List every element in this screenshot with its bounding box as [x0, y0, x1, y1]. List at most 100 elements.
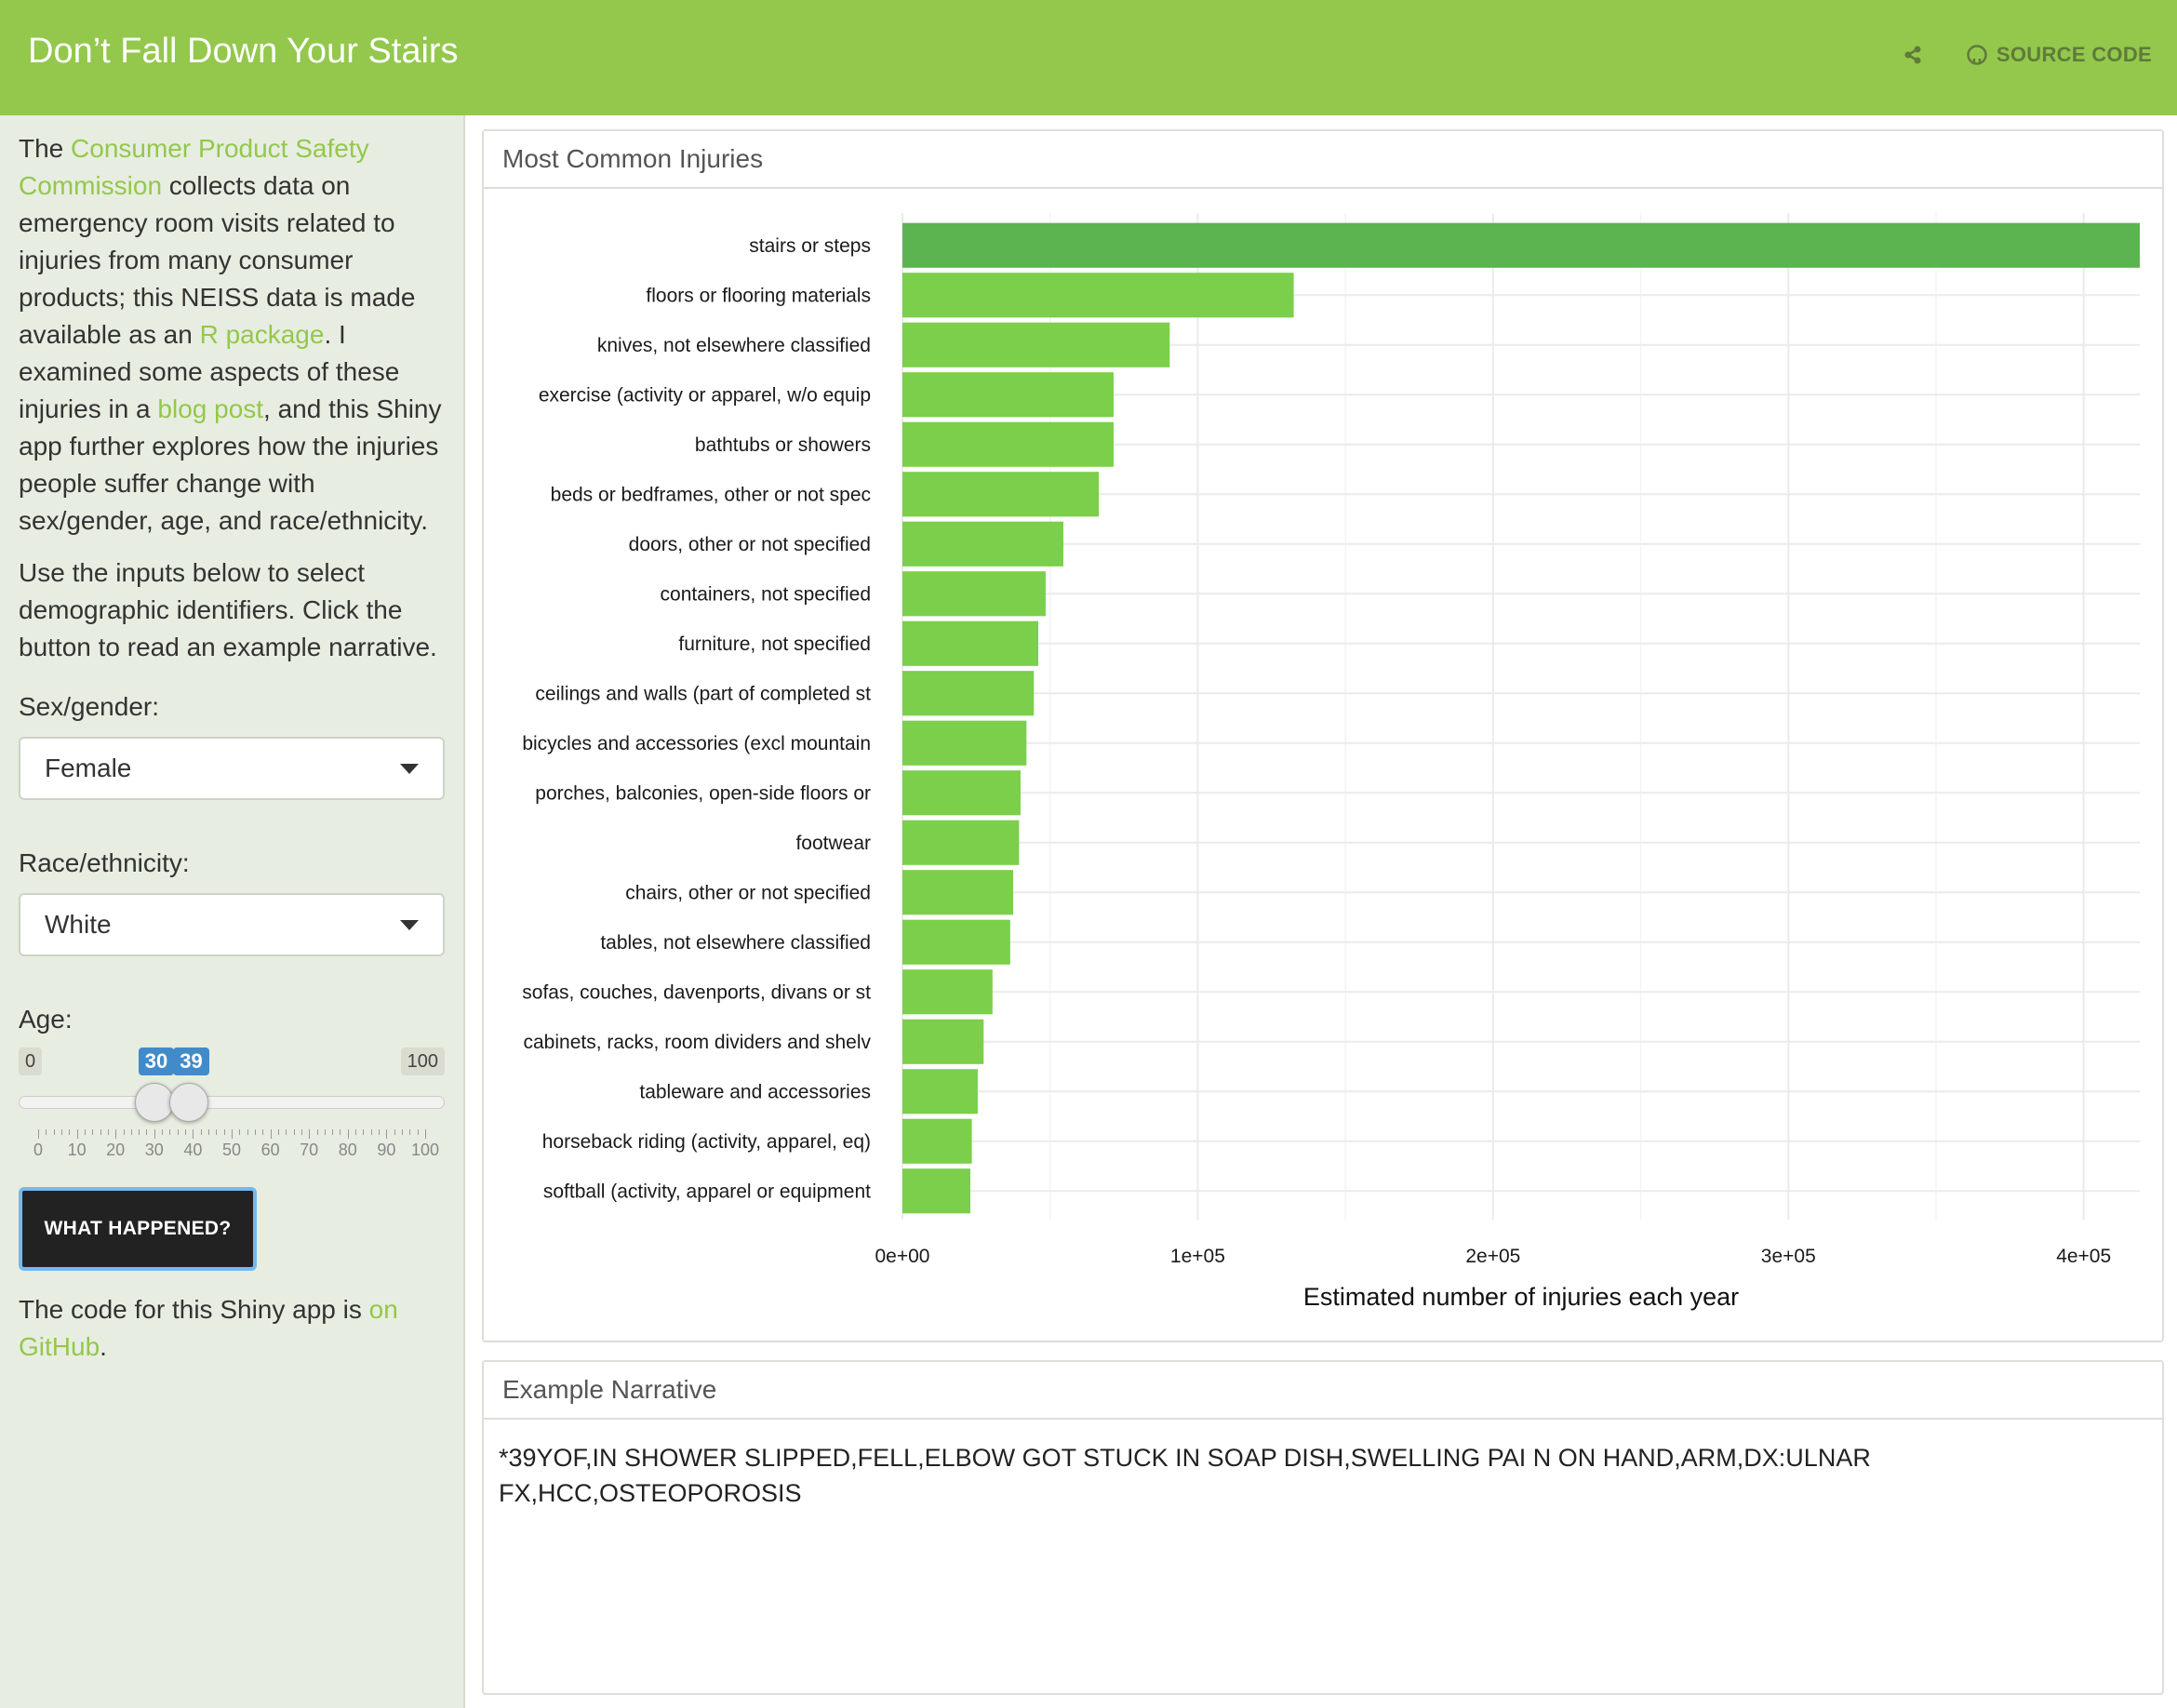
slider-tick: [355, 1129, 357, 1135]
bar: [902, 472, 1100, 517]
slider-tick-label: 50: [221, 1141, 242, 1159]
app-title: Don’t Fall Down Your Stairs: [28, 32, 459, 71]
slider-tick: [76, 1129, 78, 1139]
bar: [902, 870, 1014, 915]
slider-low-value: 30: [138, 1047, 175, 1075]
footer-text-2: .: [100, 1332, 107, 1361]
bar: [902, 421, 1114, 467]
slider-tick: [247, 1129, 248, 1135]
bar: [902, 620, 1039, 666]
slider-tick-label: 70: [300, 1141, 319, 1159]
age-slider[interactable]: 0 100 30 39 0 10 20 30 40 50 60 70 80 90 100: [19, 1047, 445, 1159]
bar: [902, 720, 1027, 766]
slider-tick-label: 0: [33, 1141, 44, 1159]
y-tick-label: knives, not elsewhere classified: [597, 335, 871, 356]
navbar: Don’t Fall Down Your Stairs SOURCE CODE: [0, 0, 2177, 115]
navbar-actions: SOURCE CODE: [1885, 39, 2152, 71]
slider-tick: [324, 1129, 326, 1135]
intro-text: The Consumer Product Safety Commission c…: [19, 130, 445, 540]
slider-tick: [270, 1129, 272, 1139]
slider-tick: [38, 1129, 39, 1139]
slider-tick: [394, 1129, 395, 1135]
slider-track[interactable]: [19, 1096, 445, 1109]
slider-tick: [123, 1129, 125, 1135]
bar: [902, 1019, 984, 1064]
y-tick-label: bathtubs or showers: [695, 434, 871, 456]
bar: [902, 571, 1046, 617]
y-tick-label: stairs or steps: [749, 235, 871, 257]
github-icon: [1967, 45, 1987, 65]
bar: [902, 273, 1294, 318]
slider-tick-label: 100: [410, 1141, 440, 1159]
bar: [902, 1118, 972, 1164]
caret-down-icon: [400, 919, 419, 930]
y-tick-label: softball (activity, apparel or equipment: [543, 1181, 871, 1202]
race-label: Race/ethnicity:: [19, 848, 190, 877]
slider-tick: [100, 1129, 101, 1135]
slider-tick: [193, 1129, 194, 1139]
what-happened-button[interactable]: WHAT HAPPENED?: [19, 1187, 257, 1271]
instructions-text: Use the inputs below to select demograph…: [19, 558, 437, 661]
bar: [902, 820, 1020, 865]
slider-tick: [232, 1129, 233, 1139]
slider-tick-label: 80: [338, 1141, 357, 1159]
y-tick-label: beds or bedframes, other or not spec: [551, 484, 871, 505]
bar: [902, 969, 993, 1015]
source-code-label: SOURCE CODE: [1996, 43, 2152, 66]
bar: [902, 919, 1010, 965]
slider-tick: [139, 1129, 140, 1135]
slider-tick: [417, 1129, 419, 1135]
slider-tick: [277, 1129, 279, 1135]
slider-tick: [379, 1129, 381, 1135]
slider-tick: [46, 1129, 47, 1135]
slider-tick-label: 30: [144, 1141, 164, 1159]
sex-select[interactable]: Female: [19, 737, 445, 800]
slider-tick-label: 40: [183, 1141, 203, 1159]
x-tick-label: 2e+05: [1465, 1246, 1520, 1267]
y-tick-label: floors or flooring materials: [646, 285, 871, 306]
race-select[interactable]: White: [19, 893, 445, 956]
slider-tick: [293, 1129, 295, 1135]
narrative-panel: Example Narrative *39YOF,IN SHOWER SLIPP…: [482, 1360, 2164, 1695]
y-tick-label: sofas, couches, davenports, divans or st: [522, 981, 871, 1003]
x-tick-label: 3e+05: [1761, 1246, 1816, 1267]
github-link[interactable]: on GitHub: [19, 1295, 398, 1361]
slider-tick: [216, 1129, 218, 1135]
slider-tick: [115, 1129, 117, 1139]
share-button[interactable]: [1885, 39, 1941, 71]
intro-text-3: . I examined some aspects of these injur…: [19, 320, 400, 423]
chart-panel: Most Common Injuries stairs or steps floo…: [482, 129, 2164, 1342]
r-package-link[interactable]: R package: [199, 320, 325, 349]
y-tick-label: ceilings and walls (part of completed st: [535, 683, 871, 704]
slider-tick: [69, 1129, 71, 1135]
source-code-link[interactable]: SOURCE CODE: [1967, 43, 2152, 67]
cpsc-link[interactable]: Consumer Product Safety Commission: [19, 134, 369, 200]
sex-label: Sex/gender:: [19, 692, 159, 721]
x-axis-title: Estimated number of injuries each year: [1303, 1283, 1739, 1311]
x-tick-label: 0e+00: [875, 1246, 930, 1267]
slider-high-value: 39: [173, 1047, 209, 1075]
bar: [902, 671, 1035, 716]
chart-panel-title: Most Common Injuries: [484, 131, 2162, 189]
slider-tick: [154, 1129, 155, 1139]
y-tick-label: bicycles and accessories (excl mountain: [522, 733, 871, 754]
footer-text: The code for this Shiny app is on GitHub…: [19, 1291, 445, 1366]
bar: [902, 372, 1114, 418]
slider-tick: [130, 1129, 132, 1135]
slider-tick: [340, 1129, 341, 1135]
blog-post-link[interactable]: blog post: [157, 394, 264, 423]
intro-text-2: collects data on emergency room visits r…: [19, 171, 416, 349]
slider-tick: [402, 1129, 404, 1135]
slider-tick: [162, 1129, 164, 1135]
slider-tick: [316, 1129, 318, 1135]
bar: [902, 521, 1063, 567]
y-tick-label: doors, other or not specified: [629, 534, 871, 555]
slider-tick: [208, 1129, 210, 1135]
age-label: Age:: [19, 1005, 73, 1034]
slider-tick: [53, 1129, 55, 1135]
slider-tick: [332, 1129, 334, 1135]
slider-low-handle[interactable]: [134, 1083, 174, 1122]
y-tick-label: chairs, other or not specified: [625, 882, 871, 903]
slider-high-handle[interactable]: [169, 1083, 209, 1122]
narrative-text: *39YOF,IN SHOWER SLIPPED,FELL,ELBOW GOT …: [499, 1444, 1871, 1507]
